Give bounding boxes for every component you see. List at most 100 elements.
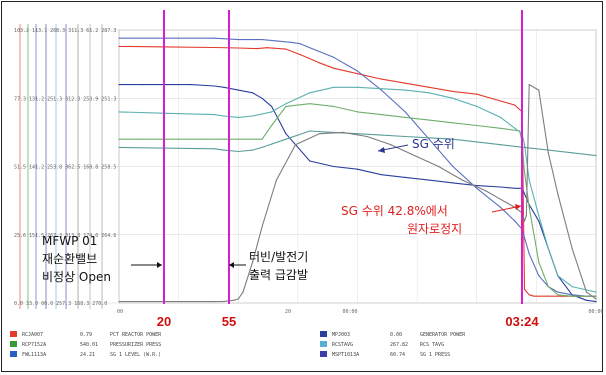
series-0-point [428, 86, 430, 88]
y-tick-label-1: 77.3 131.2 251.3 312.3 253.9 251.3 [14, 96, 116, 102]
x-tick-label-3: 20 [285, 309, 291, 315]
series-0-point [547, 295, 549, 297]
legend-label-4: RCS TAVG [420, 342, 444, 348]
series-1-point [213, 85, 215, 87]
series-6-point [294, 144, 297, 146]
series-2-point [528, 253, 530, 255]
series-0-point [318, 62, 320, 64]
series-1-point [271, 105, 273, 107]
grid [19, 29, 597, 304]
series-1-point [166, 84, 168, 86]
series-0-point [476, 93, 478, 95]
legend-tag-0: RCJA007 [22, 332, 43, 338]
legend-value-5: 60.74 [390, 352, 405, 358]
series-3-point [223, 138, 225, 140]
arrow-reactor-trip [491, 204, 522, 213]
series-6-point [571, 247, 573, 249]
legend-swatch-1 [10, 341, 17, 347]
series-2-point [452, 165, 454, 168]
series-0-point [500, 100, 502, 102]
series-0-point [285, 48, 287, 50]
series-3-point [333, 105, 335, 107]
series-2-point [261, 39, 263, 41]
x-tick-label-4: 00:00 [342, 309, 357, 315]
series-4-point [252, 115, 254, 117]
annotation-mfwp: MFWP 01 [42, 234, 97, 248]
series-3-point [500, 127, 502, 129]
legend-tag-3: MPJ003 [332, 332, 350, 338]
legend-label-1: PRESSURIZER PRESS [110, 342, 161, 348]
series-0-point [528, 294, 530, 296]
series-6-point [595, 298, 597, 300]
series-0-point [213, 46, 215, 49]
series-4-point [595, 291, 597, 293]
series-1-point [523, 193, 526, 195]
series-6-point [275, 179, 277, 181]
series-5-point [309, 130, 311, 132]
series-6-point [318, 133, 320, 135]
y-tick-label-4: 0.0 33.0 00.0 257.3 168.3 270.0 [14, 301, 107, 307]
series-1-point [261, 97, 263, 99]
series-6-point [525, 215, 528, 217]
series-3-point [557, 294, 559, 296]
series-1-point [500, 186, 502, 188]
series-4-point [528, 179, 530, 181]
series-1-point [514, 187, 516, 189]
series-3-point [166, 138, 168, 140]
series-4-point [547, 247, 549, 249]
series-4-point [380, 88, 382, 90]
legend-tag-1: RCP7152A [22, 342, 46, 348]
series-3-point [204, 138, 206, 140]
series-2-point [523, 236, 526, 239]
annotation-reactor-trip: 원자로정지 [407, 222, 462, 236]
series-0-point [404, 82, 406, 84]
series-0-point [380, 78, 382, 80]
legend-label-2: SG 1 LEVEL (W.R.) [110, 352, 161, 358]
arrow-turbine [229, 262, 246, 268]
series-4-point [285, 103, 287, 105]
series-6-point [252, 261, 254, 263]
event-marker-label-1: 55 [222, 314, 236, 329]
series-1-point [452, 182, 454, 184]
event-marker-label-2: 03:24 [505, 314, 539, 329]
series-3-point [538, 261, 540, 263]
series-5-point [404, 135, 406, 138]
series-5-point [595, 155, 597, 157]
series-3-point [118, 138, 120, 140]
series-4-point [118, 111, 120, 113]
legend-tag-5: MSPT1013A [332, 352, 359, 358]
series-6-point [342, 131, 344, 133]
series-4-point [237, 116, 239, 118]
series-6-point [585, 291, 588, 293]
annotation-turbine: 터빈/발전기 [249, 250, 308, 264]
legend-swatch-3 [320, 331, 327, 337]
series-6-point [547, 152, 549, 154]
legend-value-4: 267.82 [390, 342, 408, 348]
series-1-point [223, 86, 225, 88]
annotation-sg-level: SG 수위 [412, 137, 455, 151]
series-2-point [290, 41, 292, 43]
legend-value-0: 0.79 [80, 332, 92, 338]
series-line-0 [118, 45, 596, 297]
legend-value-1: 540.01 [80, 342, 98, 348]
series-0-point [333, 67, 335, 69]
series-0-point [118, 45, 120, 48]
series-1-point [142, 84, 144, 86]
series-4-point [514, 127, 516, 129]
series-2-point [428, 138, 430, 140]
annotation-valve: 재순환밸브 [42, 252, 97, 266]
legend-swatch-4 [320, 341, 327, 347]
annotation-abnormal-open: 비정상 Open [42, 270, 111, 284]
annotation-output-drop: 출력 급감발 [249, 268, 308, 282]
series-6-point [438, 165, 440, 168]
series-0-point [237, 47, 239, 49]
series-1-point [333, 165, 335, 168]
series-6-point [237, 298, 239, 300]
series-3-point [476, 124, 478, 127]
series-2-point [500, 206, 502, 208]
series-4-point [166, 112, 168, 114]
series-4-point [213, 114, 215, 116]
series-2-point [299, 43, 301, 45]
legend-value-2: 24.21 [80, 352, 95, 358]
